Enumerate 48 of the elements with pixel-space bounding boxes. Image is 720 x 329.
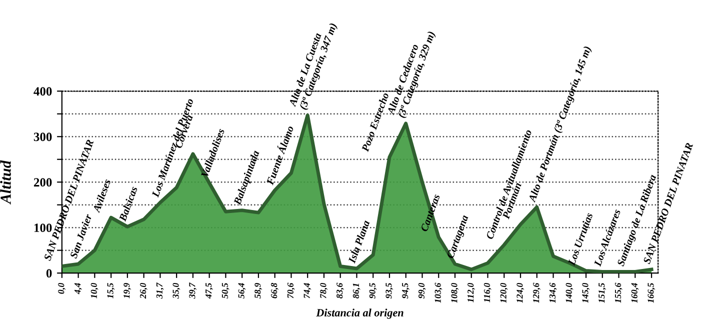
x-tick-label: 66,8 bbox=[271, 282, 278, 298]
x-tick-label: 151,5 bbox=[598, 283, 606, 303]
x-tick-label: 140,0 bbox=[566, 282, 574, 303]
x-tick-label: 120,0 bbox=[500, 282, 508, 303]
x-tick-label: 103,6 bbox=[434, 282, 442, 303]
annotation: San Javier bbox=[69, 213, 92, 259]
x-tick-label: 116,0 bbox=[484, 282, 492, 302]
annotation: Fuente Álamo bbox=[264, 124, 294, 186]
x-tick-label: 94,5 bbox=[402, 283, 410, 298]
x-tick-label: 0,0 bbox=[58, 282, 66, 294]
annotation: Avileses bbox=[92, 178, 111, 214]
y-tick-label: 0 bbox=[46, 269, 52, 278]
x-tick-label: 155,6 bbox=[614, 282, 622, 303]
x-tick-label: 129,6 bbox=[533, 282, 540, 303]
y-tick-label: 100 bbox=[34, 224, 52, 232]
x-tick-label: 93,5 bbox=[386, 283, 394, 298]
x-tick-label: 31,7 bbox=[156, 282, 164, 299]
x-tick-label: 26,0 bbox=[140, 282, 148, 299]
y-axis-title: Altitud bbox=[0, 160, 11, 205]
x-tick-label: 166,5 bbox=[648, 283, 656, 303]
y-tick-label: 400 bbox=[34, 87, 52, 96]
x-tick-label: 90,5 bbox=[369, 283, 377, 298]
annotation: Isla Plana bbox=[348, 220, 370, 264]
x-tick-label: 15,5 bbox=[107, 283, 115, 298]
x-tick-label: 160,4 bbox=[631, 283, 639, 303]
x-tick-label: 145,0 bbox=[582, 282, 590, 303]
x-tick-label: 58,9 bbox=[254, 282, 262, 298]
x-tick-label: 39,7 bbox=[189, 282, 197, 299]
x-tick-label: 74,4 bbox=[304, 283, 312, 298]
x-tick-label: 56,4 bbox=[238, 283, 246, 298]
x-tick-label: 70,6 bbox=[287, 282, 295, 298]
x-tick-label: 83,6 bbox=[336, 282, 344, 298]
x-tick-label: 112,0 bbox=[468, 282, 475, 302]
x-tick-label: 99,0 bbox=[418, 282, 426, 298]
x-tick-label: 47,5 bbox=[206, 283, 213, 299]
x-tick-label: 86,1 bbox=[352, 284, 360, 298]
x-tick-label: 35,0 bbox=[172, 282, 180, 299]
x-tick-label: 4,4 bbox=[74, 283, 82, 294]
x-axis-title: Distancia al origen bbox=[316, 308, 404, 319]
x-tick-label: 108,0 bbox=[451, 282, 459, 303]
x-tick-label: 19,9 bbox=[124, 282, 131, 298]
y-tick-label: 200 bbox=[34, 178, 52, 187]
x-tick-label: 134,6 bbox=[549, 282, 557, 303]
x-tick-label: 50,5 bbox=[222, 283, 230, 298]
x-tick-label: 78,0 bbox=[320, 282, 328, 298]
x-tick-label: 124,0 bbox=[516, 282, 524, 303]
y-tick-label: 300 bbox=[34, 132, 52, 142]
x-tick-label: 10,0 bbox=[90, 282, 98, 298]
